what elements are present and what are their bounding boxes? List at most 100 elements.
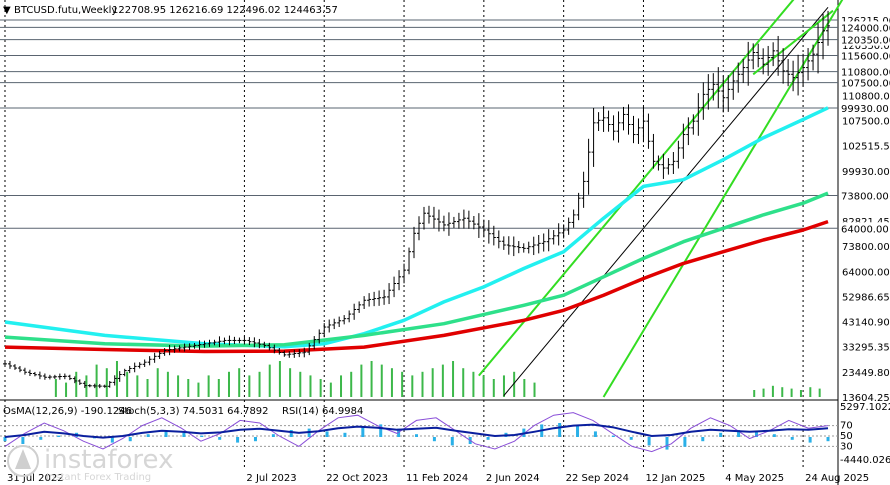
price-level-tag-bg xyxy=(839,189,889,202)
histogram-bar xyxy=(431,368,434,397)
osma-histogram-bar xyxy=(110,437,114,443)
x-tick-label: 4 May 2025 xyxy=(725,473,784,484)
price-level-tag-bg xyxy=(839,101,889,114)
histogram-bar xyxy=(217,379,220,397)
rsi-label: RSI(14) 64.9984 xyxy=(282,406,363,417)
histogram-bar xyxy=(54,379,57,397)
histogram-bar xyxy=(258,371,261,397)
collapse-arrow-icon[interactable]: ▼ xyxy=(3,5,11,16)
osma-histogram-bar xyxy=(754,431,758,437)
osma-histogram-bar xyxy=(683,437,687,447)
osma-histogram-bar xyxy=(3,437,7,442)
stochastic-line xyxy=(4,412,829,453)
histogram-bar xyxy=(207,375,210,397)
stoch-label: Stoch(5,3,3) 74.5031 64.7892 xyxy=(118,406,269,417)
histogram-bar xyxy=(289,368,292,397)
histogram-bar xyxy=(370,361,373,397)
histogram-bar xyxy=(115,361,118,397)
histogram-bar xyxy=(146,379,149,397)
osma-histogram-bar xyxy=(182,432,186,437)
price-level-tag: 110800.00 xyxy=(841,68,890,79)
histogram-bar xyxy=(156,368,159,397)
y-tick-label: 107500.00 xyxy=(842,117,890,128)
y-tick-label: 110800.00 xyxy=(842,91,890,102)
osma-histogram-bar xyxy=(164,431,168,437)
osma-histogram-bar xyxy=(289,430,293,437)
histogram-bar xyxy=(75,371,78,397)
watermark-tagline: Instant Forex Trading xyxy=(46,472,151,483)
osma-histogram-bar xyxy=(486,437,490,440)
x-tick-label: 22 Sep 2024 xyxy=(566,473,629,484)
histogram-bar xyxy=(523,379,526,397)
histogram-bar xyxy=(781,387,784,397)
histogram-bar xyxy=(809,387,812,397)
histogram-bar xyxy=(771,385,774,397)
osma-histogram-bar xyxy=(379,424,383,437)
histogram-bar xyxy=(753,390,756,397)
osma-histogram-bar xyxy=(629,437,633,440)
price-level-tag: 73800.00 xyxy=(841,191,889,202)
osma-histogram-bar xyxy=(271,434,275,437)
oscillator-axis-label: -4440.0263 xyxy=(840,455,890,466)
histogram-bar xyxy=(238,368,241,397)
histogram-bar xyxy=(197,382,200,397)
logo-mark-icon xyxy=(15,449,31,469)
histogram-bar xyxy=(329,382,332,397)
price-level-tag-bg xyxy=(839,65,889,78)
histogram-bar xyxy=(177,375,180,397)
histogram-bar xyxy=(401,371,404,397)
histogram-bar xyxy=(533,382,536,397)
histogram-bar xyxy=(492,379,495,397)
price-level-tag: 107500.00 xyxy=(841,79,890,90)
osma-histogram-bar xyxy=(200,435,204,437)
histogram-bar xyxy=(95,364,98,397)
osma-histogram-bar xyxy=(432,437,436,442)
moving-average-line xyxy=(4,191,829,348)
logo-circle-icon xyxy=(7,445,39,477)
histogram-bar xyxy=(411,375,414,397)
x-tick-label: 24 Aug 2025 xyxy=(805,473,869,484)
osma-histogram-bar xyxy=(611,435,615,437)
moving-average-line xyxy=(4,219,829,354)
histogram-bar xyxy=(278,361,281,397)
histogram-bar xyxy=(65,382,68,397)
histogram-bar xyxy=(187,379,190,397)
price-level-tag: 124000.00 xyxy=(841,23,890,34)
price-level-tag-bg xyxy=(839,49,889,62)
price-level-tag: 64000.00 xyxy=(841,224,889,235)
osma-histogram-bar xyxy=(647,437,651,446)
y-tick-label: 102515.55 xyxy=(842,142,890,153)
y-tick-label: 64000.00 xyxy=(842,267,890,278)
oscillator-axis-label: 5297.1022 xyxy=(840,402,890,413)
y-tick-label: 52986.65 xyxy=(842,292,890,303)
histogram-bar xyxy=(85,375,88,397)
osma-histogram-bar xyxy=(415,434,419,437)
histogram-bar xyxy=(227,371,230,397)
symbol-label: BTCUSD.futu,Weekly xyxy=(14,5,117,16)
price-level-tag: 120350.00 xyxy=(841,36,890,47)
osma-histogram-bar xyxy=(593,431,597,437)
histogram-bar xyxy=(818,388,821,397)
histogram-bar xyxy=(441,364,444,397)
histogram-bar xyxy=(799,390,802,397)
y-tick-label: 120350.00 xyxy=(842,41,890,52)
osma-histogram-bar xyxy=(826,437,830,442)
histogram-bar xyxy=(421,371,424,397)
osma-histogram-bar xyxy=(253,437,257,442)
histogram-bar xyxy=(380,364,383,397)
osma-histogram-bar xyxy=(21,437,25,444)
price-level-tag-bg xyxy=(839,76,889,89)
osma-histogram-bar xyxy=(808,437,812,443)
osma-histogram-bar xyxy=(343,432,347,437)
osma-histogram-bar xyxy=(236,437,240,443)
osma-histogram-bar xyxy=(558,423,562,437)
osma-histogram-bar xyxy=(361,427,365,437)
osma-histogram-bar xyxy=(737,430,741,437)
x-tick-label: 2 Jul 2023 xyxy=(246,473,296,484)
histogram-bar xyxy=(126,371,129,397)
histogram-bar xyxy=(482,375,485,397)
osma-histogram-bar xyxy=(146,434,150,437)
x-tick-label: 2 Jun 2024 xyxy=(486,473,540,484)
osma-histogram-bar xyxy=(325,431,329,437)
